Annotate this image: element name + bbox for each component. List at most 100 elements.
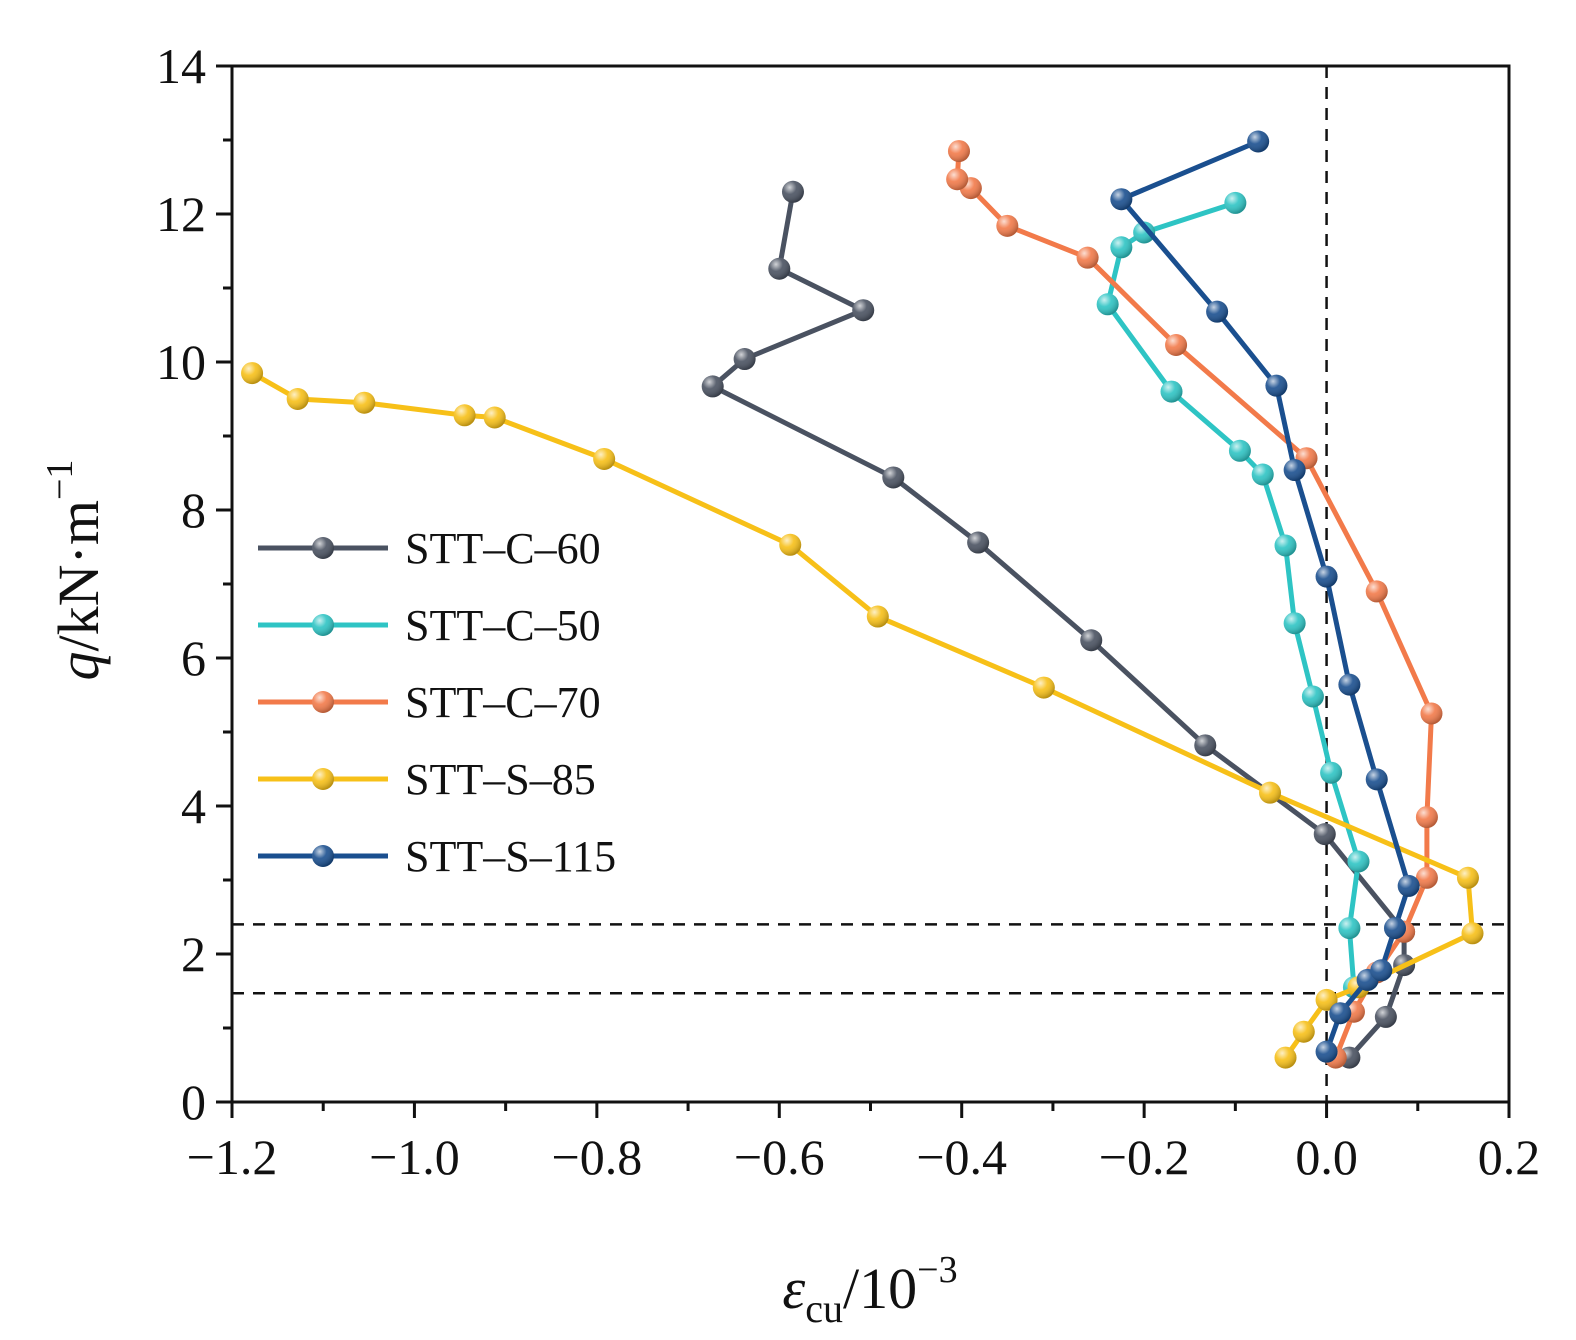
legend: STT–C–60 STT–C–50 STT–C–70 STT–S–85 STT–S–11… (258, 524, 616, 881)
data-point-shade (768, 257, 791, 280)
data-point-shade (1313, 823, 1336, 846)
data-point-shade (779, 533, 802, 556)
x-axis-subscript: cu (805, 1286, 843, 1331)
data-point-shade (1315, 988, 1338, 1011)
axes: −1.2 −1.0 −0.8 −0.6 −0.4 −0.2 0.0 0.2 0 2 4 6 8 10 12 1… (156, 38, 1540, 1185)
legend-label: STT–S–115 (405, 832, 616, 881)
y-axis-title: q/kN·m−1 (39, 460, 111, 681)
data-point-shade (1283, 459, 1306, 482)
data-point-shade (1224, 191, 1247, 214)
data-point-shade (1251, 463, 1274, 486)
series-2 (1096, 191, 1370, 999)
data-point-shade (701, 375, 724, 398)
data-point-shade (882, 466, 905, 489)
x-axis-title: εcu/10−3 (782, 1249, 957, 1331)
legend-label: STT–C–70 (405, 678, 601, 727)
legend-marker-shade (312, 691, 334, 713)
data-point-shade (1228, 439, 1251, 462)
data-point-shade (1301, 685, 1324, 708)
series-line (1118, 139, 1412, 1055)
x-tick-label: −0.6 (734, 1129, 825, 1185)
data-point-shade (1032, 676, 1055, 699)
legend-marker-shade (312, 537, 334, 559)
y-tick-label: 10 (156, 334, 206, 390)
data-point-shade (733, 348, 756, 371)
data-point-shade (1397, 874, 1420, 897)
x-tick-label: 0.2 (1478, 1129, 1541, 1185)
data-point-shade (1370, 959, 1393, 982)
reference-lines (232, 66, 1509, 1102)
data-point-shade (1080, 629, 1103, 652)
data-point-shade (1461, 922, 1484, 945)
data-point-shade (1415, 866, 1438, 889)
data-point-shade (1133, 221, 1156, 244)
series-layer (241, 130, 1484, 1069)
x-axis-symbol: ε (782, 1256, 805, 1321)
data-point-shade (1265, 374, 1288, 397)
data-point-shade (996, 214, 1019, 237)
series-4 (241, 362, 1484, 1069)
data-point-shade (1320, 761, 1343, 784)
data-point-shade (1292, 1020, 1315, 1043)
y-tick-label: 8 (181, 482, 206, 538)
data-point-shade (947, 140, 970, 163)
series-1 (701, 180, 1416, 1069)
data-point-shade (1415, 806, 1438, 829)
data-point-shade (866, 605, 889, 628)
legend-label: STT–C–60 (405, 524, 601, 573)
data-point-shade (1274, 534, 1297, 557)
data-point-shade (453, 404, 476, 427)
legend-item: STT–C–70 (258, 678, 601, 727)
data-point-shade (946, 168, 969, 191)
data-point-shade (1165, 333, 1188, 356)
y-axis-symbol: q (46, 651, 111, 680)
data-point-shade (483, 406, 506, 429)
legend-item: STT–S–115 (258, 832, 616, 881)
y-tick-label: 0 (181, 1074, 206, 1130)
legend-marker-shade (312, 614, 334, 636)
data-point-shade (1283, 612, 1306, 635)
y-tick-label: 2 (181, 926, 206, 982)
legend-item: STT–S–85 (258, 755, 596, 804)
data-point-shade (967, 531, 990, 554)
legend-marker-shade (312, 768, 334, 790)
data-point-shade (1315, 565, 1338, 588)
data-point-shade (852, 299, 875, 322)
y-axis-unit: /kN·m (46, 500, 111, 651)
data-point-shade (241, 362, 264, 385)
data-point-shade (1247, 130, 1270, 153)
data-point-shade (1383, 917, 1406, 940)
data-point-shade (353, 391, 376, 414)
series-5 (1110, 130, 1420, 1063)
data-point-shade (286, 388, 309, 410)
data-point-shade (593, 447, 616, 470)
data-point-shade (1365, 768, 1388, 791)
data-point-shade (1259, 781, 1282, 804)
x-tick-label: −0.2 (1099, 1129, 1190, 1185)
data-point-shade (1420, 702, 1443, 725)
x-tick-label: 0.0 (1295, 1129, 1358, 1185)
data-point-shade (1374, 1005, 1397, 1028)
x-axis-exponent: −3 (917, 1249, 957, 1291)
y-tick-label: 4 (181, 778, 206, 834)
data-point-shade (1365, 580, 1388, 603)
data-point-shade (1206, 300, 1229, 323)
legend-label: STT–S–85 (405, 755, 596, 804)
series-3 (946, 140, 1443, 1069)
data-point-shade (1110, 188, 1133, 211)
legend-item: STT–C–50 (258, 601, 601, 650)
data-point-shade (1076, 246, 1099, 269)
y-axis-exponent: −1 (39, 460, 81, 500)
x-tick-label: −1.0 (369, 1129, 460, 1185)
x-axis-unit: /10 (843, 1256, 917, 1321)
data-point-shade (781, 180, 804, 203)
legend-marker-shade (312, 845, 334, 867)
series-line (1105, 200, 1361, 990)
data-point-shade (1338, 673, 1361, 696)
y-tick-label: 6 (181, 630, 206, 686)
data-point-shade (1315, 1040, 1338, 1063)
series-line (249, 370, 1475, 1061)
y-tick-label: 12 (156, 186, 206, 242)
data-point-shade (1096, 293, 1119, 316)
